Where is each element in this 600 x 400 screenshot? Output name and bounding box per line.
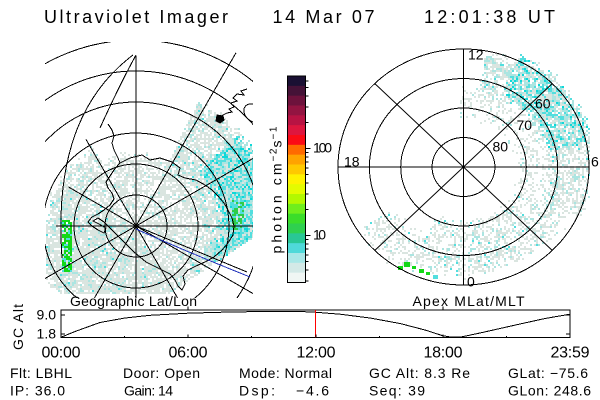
svg-text:Seq: 39: Seq: 39 — [369, 383, 425, 399]
svg-text:s: s — [269, 141, 285, 148]
svg-text:12:00: 12:00 — [297, 345, 336, 362]
svg-text:14 Mar 07: 14 Mar 07 — [273, 7, 375, 27]
svg-text:12:01:38 UT: 12:01:38 UT — [424, 7, 555, 27]
svg-text:18:00: 18:00 — [424, 345, 463, 362]
svg-text:IP: 36.0: IP: 36.0 — [10, 383, 65, 399]
svg-text:Geographic Lat/Lon: Geographic Lat/Lon — [70, 293, 197, 309]
svg-text:06:00: 06:00 — [169, 345, 208, 362]
svg-text:Mode: Normal: Mode: Normal — [239, 365, 332, 381]
svg-text:−4.6: −4.6 — [296, 383, 329, 399]
svg-text:GLon: 248.6: GLon: 248.6 — [508, 383, 591, 399]
svg-text:80: 80 — [493, 139, 509, 155]
svg-text:Door: Open: Door: Open — [123, 365, 200, 381]
svg-text:Apex MLat/MLT: Apex MLat/MLT — [413, 293, 525, 309]
svg-text:Gain: 14: Gain: 14 — [124, 383, 173, 399]
svg-text:23:59: 23:59 — [551, 345, 590, 362]
svg-text:0: 0 — [467, 274, 475, 290]
svg-text:100: 100 — [313, 140, 332, 156]
svg-text:9.0: 9.0 — [37, 307, 57, 323]
svg-text:−1: −1 — [269, 126, 280, 139]
svg-text:18: 18 — [344, 154, 360, 170]
svg-text:70: 70 — [517, 117, 533, 133]
svg-text:Dsp:: Dsp: — [239, 383, 275, 399]
svg-text:GC Alt: 8.3 Re: GC Alt: 8.3 Re — [369, 365, 470, 381]
svg-text:Flt: LBHL: Flt: LBHL — [10, 365, 72, 381]
svg-text:−2: −2 — [269, 148, 280, 161]
svg-text:photon cm: photon cm — [269, 164, 285, 254]
svg-text:GC Alt: GC Alt — [10, 304, 26, 350]
svg-text:12: 12 — [468, 47, 484, 63]
svg-text:60: 60 — [535, 96, 551, 112]
svg-text:1.8: 1.8 — [37, 326, 57, 342]
svg-text:00:00: 00:00 — [42, 345, 81, 362]
svg-text:GLat: −75.6: GLat: −75.6 — [508, 365, 588, 381]
svg-text:10: 10 — [313, 227, 326, 243]
svg-text:6: 6 — [591, 154, 599, 170]
